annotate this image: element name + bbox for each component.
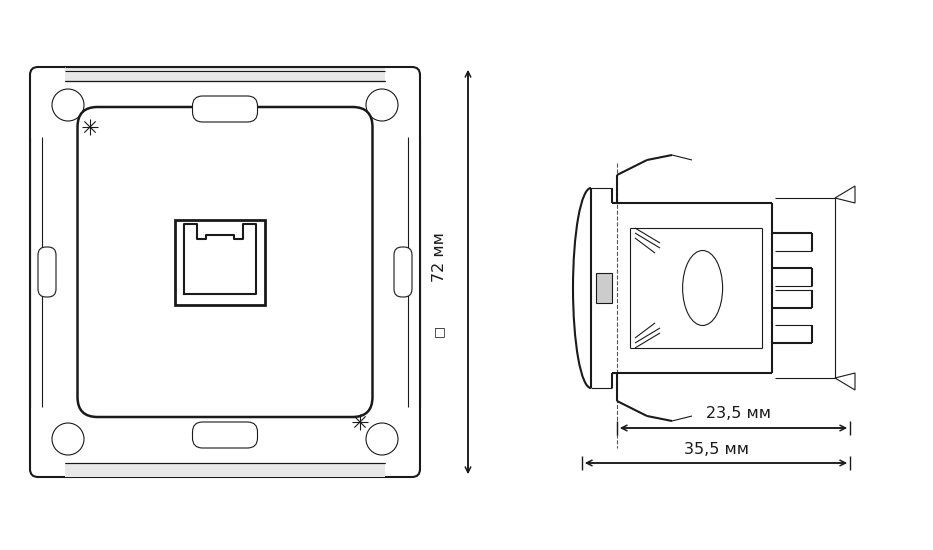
FancyBboxPatch shape	[394, 247, 412, 297]
Bar	[175, 219, 265, 305]
FancyBboxPatch shape	[38, 247, 56, 297]
FancyBboxPatch shape	[192, 96, 258, 122]
Polygon shape	[184, 224, 256, 294]
Text: 23,5 мм: 23,5 мм	[706, 406, 771, 421]
Text: 35,5 мм: 35,5 мм	[684, 442, 748, 456]
Text: 72 мм: 72 мм	[433, 232, 448, 282]
FancyBboxPatch shape	[77, 107, 372, 417]
Bar	[596, 273, 612, 303]
Text: □: □	[434, 326, 446, 338]
FancyBboxPatch shape	[192, 422, 258, 448]
Bar	[65, 463, 385, 477]
Bar	[65, 67, 385, 81]
FancyBboxPatch shape	[30, 67, 420, 477]
